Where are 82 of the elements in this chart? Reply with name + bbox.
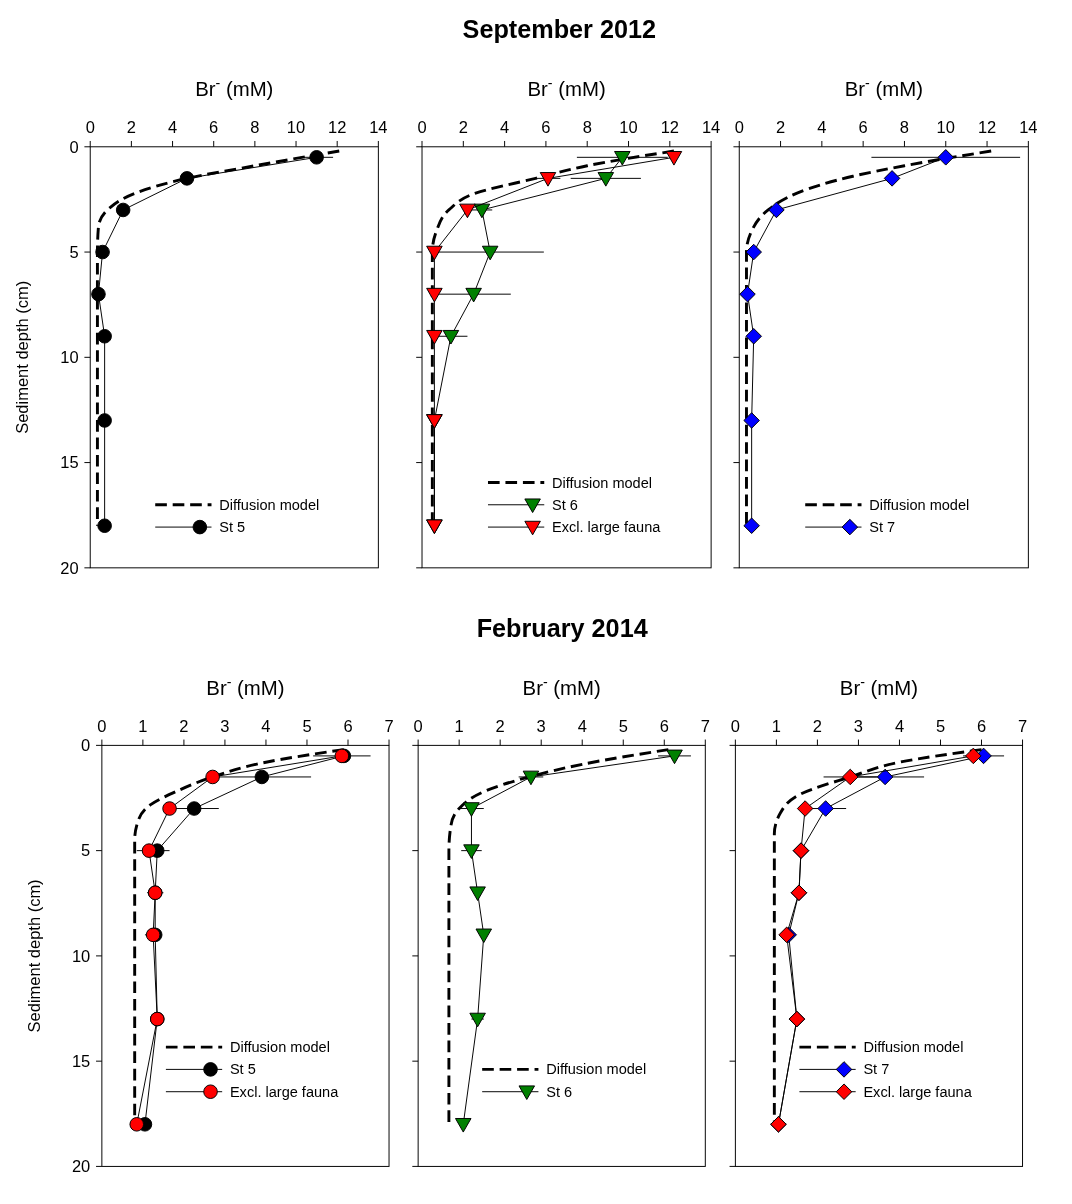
x-tick-label: 7 (1017, 716, 1028, 735)
x-tick-label: 6 (541, 118, 551, 137)
x-tick-label: 10 (936, 118, 955, 137)
legend-label: St 7 (869, 519, 896, 536)
x-tick-label: 1 (138, 716, 148, 735)
x-tick-label: 8 (250, 118, 260, 137)
y-tick-label: 0 (69, 137, 79, 156)
y-tick-label: 10 (60, 348, 79, 367)
y-axis-title: Sediment depth (cm) (24, 879, 43, 1033)
x-tick-label: 7 (700, 716, 710, 735)
legend-label: Diffusion model (219, 496, 320, 513)
x-tick-label: 5 (935, 716, 946, 735)
legend-label: Diffusion model (546, 1061, 647, 1078)
x-tick-label: 12 (977, 118, 997, 137)
x-tick-label: 0 (730, 716, 740, 735)
y-tick-label: 15 (60, 453, 79, 472)
x-tick-label: 12 (660, 118, 679, 137)
x-tick-label: 8 (899, 118, 910, 137)
x-tick-label: 6 (858, 118, 868, 137)
x-tick-label: 6 (976, 716, 987, 735)
x-tick-label: 0 (413, 716, 423, 735)
legend-label: Diffusion model (869, 496, 970, 513)
legend-label: St 6 (546, 1083, 573, 1100)
x-tick-label: 4 (167, 118, 178, 137)
x-tick-label: 2 (458, 118, 468, 137)
legend-label: Excl. large fauna (863, 1083, 973, 1100)
y-tick-label: 20 (60, 558, 79, 577)
x-tick-label: 5 (302, 716, 312, 735)
x-tick-label: 4 (500, 118, 510, 137)
y-tick-label: 5 (69, 242, 79, 261)
x-tick-label: 0 (417, 118, 427, 137)
x-axis-title: Br$^{-}$ (mM) (839, 673, 919, 699)
legend-label: St 7 (863, 1061, 890, 1078)
legend-label: Excl. large fauna (229, 1083, 340, 1100)
x-tick-label: 2 (775, 118, 786, 137)
x-tick-label: 7 (384, 716, 394, 735)
y-tick-label: 0 (81, 736, 91, 755)
y-tick-label: 5 (81, 841, 91, 860)
legend-label: Diffusion model (863, 1039, 964, 1056)
x-tick-label: 6 (343, 716, 353, 735)
x-axis-title: Br$^{-}$ (mM) (844, 75, 923, 101)
x-tick-label: 12 (328, 118, 347, 137)
x-tick-label: 2 (812, 716, 823, 735)
x-tick-label: 10 (286, 118, 306, 137)
x-axis-title: Br$^{-}$ (mM) (195, 75, 274, 101)
x-tick-label: 10 (619, 118, 638, 137)
x-axis-title: Br$^{-}$ (mM) (522, 673, 601, 699)
x-tick-label: 6 (209, 118, 219, 137)
legend-label: Diffusion model (552, 474, 653, 491)
x-tick-label: 4 (894, 716, 905, 735)
x-tick-label: 4 (577, 716, 587, 735)
x-tick-label: 14 (701, 118, 721, 137)
legend-label: St 5 (229, 1061, 256, 1078)
legend-label: Diffusion model (229, 1039, 330, 1056)
y-tick-label: 20 (71, 1157, 91, 1176)
x-tick-label: 8 (582, 118, 592, 137)
x-tick-label: 14 (1019, 118, 1038, 137)
x-tick-label: 4 (261, 716, 271, 735)
x-tick-label: 3 (536, 716, 546, 735)
x-tick-label: 0 (97, 716, 107, 735)
x-tick-label: 2 (126, 118, 136, 137)
y-tick-label: 10 (71, 946, 91, 965)
y-axis-title: Sediment depth (cm) (13, 280, 32, 434)
x-tick-label: 14 (369, 118, 388, 137)
y-tick-label: 15 (71, 1051, 91, 1070)
text: February 2014 (476, 613, 648, 642)
x-tick-label: 1 (454, 716, 464, 735)
x-tick-label: 4 (817, 118, 827, 137)
x-tick-label: 3 (853, 716, 864, 735)
legend-label: St 6 (552, 496, 578, 513)
x-tick-label: 1 (771, 716, 781, 735)
x-axis-title: Br$^{-}$ (mM) (206, 673, 285, 699)
x-tick-label: 5 (618, 716, 628, 735)
text: September 2012 (462, 15, 657, 44)
x-tick-label: 6 (659, 716, 669, 735)
x-tick-label: 3 (220, 716, 230, 735)
legend-label: St 5 (219, 519, 246, 536)
x-tick-label: 0 (734, 118, 744, 137)
legend-label: Excl. large fauna (552, 519, 662, 536)
x-axis-title: Br$^{-}$ (mM) (527, 75, 606, 101)
x-tick-label: 2 (179, 716, 189, 735)
x-tick-label: 2 (495, 716, 505, 735)
